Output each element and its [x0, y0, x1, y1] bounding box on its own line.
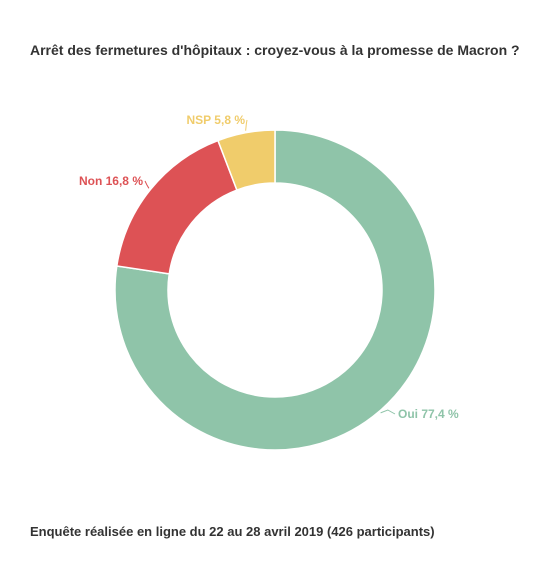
connector-nsp: [245, 119, 248, 131]
label-non: Non 16,8 %: [79, 174, 143, 188]
donut-slices: [114, 129, 436, 451]
slice-non: [115, 139, 238, 275]
slice-oui: [114, 129, 436, 451]
connector-non: [144, 180, 150, 189]
connector-oui: [380, 409, 396, 415]
slice-labels: Oui 77,4 % Non 16,8 % NSP 5,8 %: [79, 113, 459, 421]
survey-footnote: Enquête réalisée en ligne du 22 au 28 av…: [30, 524, 435, 539]
label-nsp: NSP 5,8 %: [187, 113, 246, 127]
chart-title: Arrêt des fermetures d'hôpitaux : croyez…: [30, 42, 520, 58]
label-oui: Oui 77,4 %: [398, 407, 459, 421]
slice-nsp: [217, 129, 276, 191]
